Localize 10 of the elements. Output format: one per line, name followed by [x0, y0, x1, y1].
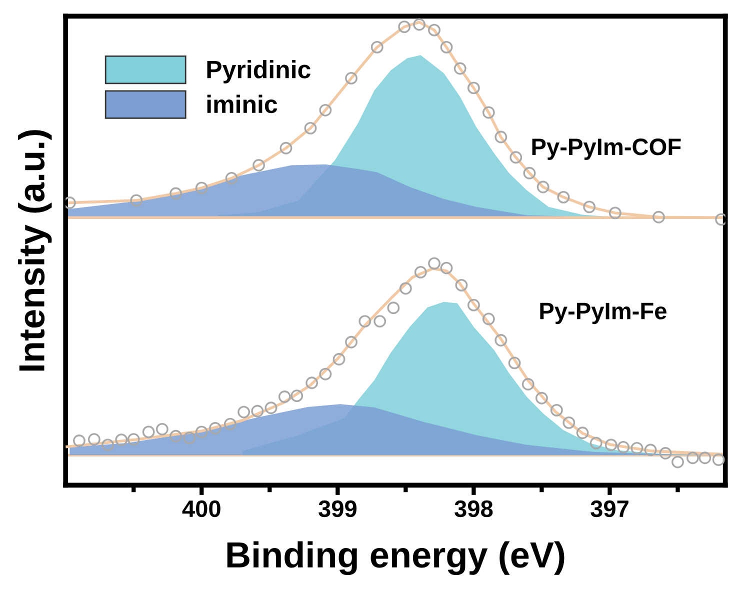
x-tick-label: 398: [454, 500, 493, 518]
x-axis-title: Binding energy (eV): [227, 541, 564, 576]
annotation: Py-PyIm-Fe: [540, 302, 666, 324]
legend-label: iminic: [207, 94, 278, 114]
x-tick-label: 397: [590, 500, 628, 518]
x-tick-label: 399: [318, 500, 356, 518]
x-tick-label: 400: [182, 500, 220, 518]
annotation: Py-PyIm-COF: [532, 138, 681, 160]
y-axis-title: Intensity (a.u.): [18, 130, 52, 371]
legend-label: Pyridinic: [207, 60, 310, 84]
